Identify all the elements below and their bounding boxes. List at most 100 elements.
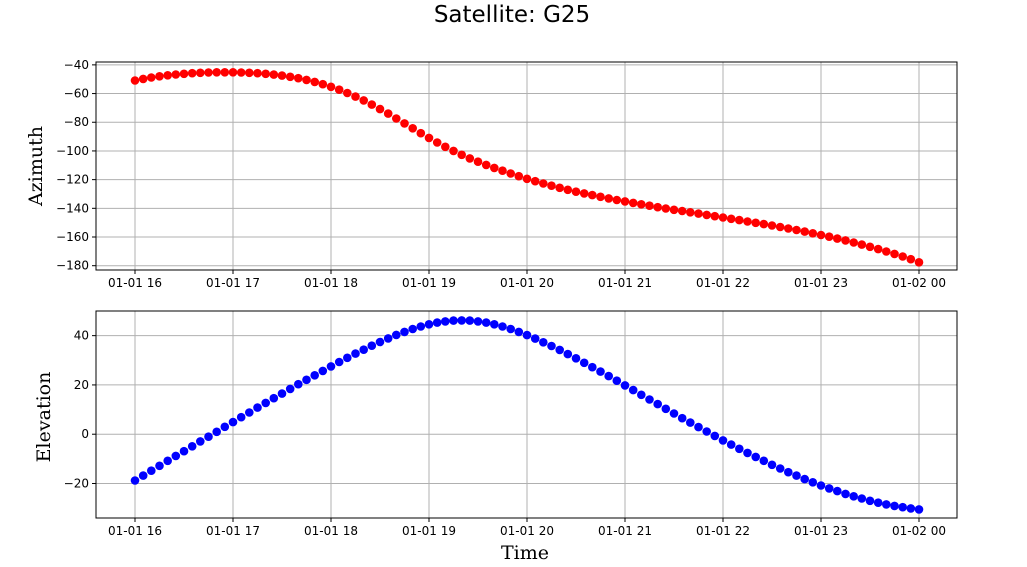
- elevation-data-point: [702, 427, 711, 436]
- azimuth-data-point: [914, 258, 924, 267]
- elevation-data-point: [310, 371, 320, 380]
- elevation-data-point: [873, 498, 883, 508]
- azimuth-data-point: [506, 169, 515, 178]
- azimuth-data-point: [138, 74, 148, 84]
- azimuth-xtick-label: 01-01 23: [794, 276, 848, 290]
- elevation-data-point: [196, 437, 205, 446]
- azimuth-data-point: [596, 192, 605, 202]
- elevation-data-point: [294, 379, 303, 389]
- elevation-data-point: [277, 389, 287, 398]
- azimuth-data-point: [873, 244, 883, 254]
- time-xlabel: Time: [501, 542, 549, 564]
- azimuth-data-point: [579, 189, 589, 198]
- elevation-data-point: [318, 366, 328, 376]
- azimuth-xtick-label: 01-01 17: [206, 276, 260, 290]
- elevation-data-point: [408, 324, 418, 334]
- azimuth-data-point: [588, 190, 597, 200]
- azimuth-data-point: [473, 157, 483, 166]
- azimuth-ytick-label: −140: [56, 201, 89, 215]
- azimuth-data-point: [277, 71, 287, 80]
- azimuth-data-point: [449, 146, 458, 156]
- azimuth-data-point: [245, 68, 254, 78]
- elevation-data-point: [751, 452, 760, 462]
- azimuth-data-point: [800, 227, 809, 236]
- azimuth-data-point: [530, 176, 540, 186]
- elevation-data-point: [302, 375, 311, 385]
- azimuth-data-point: [857, 240, 867, 249]
- azimuth-data-point: [539, 179, 548, 188]
- azimuth-data-point: [269, 70, 279, 79]
- azimuth-data-point: [824, 232, 834, 241]
- elevation-data-point: [571, 354, 581, 363]
- elevation-ytick-label: 20: [74, 378, 89, 392]
- azimuth-ylabel: Azimuth: [25, 126, 47, 207]
- elevation-data-point: [457, 316, 467, 325]
- azimuth-data-point: [326, 82, 336, 92]
- elevation-data-point: [269, 393, 279, 403]
- elevation-data-point: [334, 357, 344, 367]
- elevation-data-point: [775, 464, 785, 473]
- azimuth-data-point: [212, 68, 221, 77]
- elevation-subplot: 01-01 16 01-01 17 01-01 18 01-01 19 01-01 20…: [64, 310, 958, 538]
- elevation-xtick-label: 01-01 22: [696, 524, 750, 538]
- azimuth-data-point: [261, 69, 271, 79]
- elevation-data-point: [465, 316, 475, 325]
- elevation-data-point: [710, 431, 720, 441]
- azimuth-data-point: [571, 187, 581, 196]
- azimuth-data-point: [637, 200, 646, 209]
- azimuth-data-point: [130, 76, 140, 85]
- azimuth-data-point: [359, 96, 369, 105]
- elevation-data-point: [130, 476, 140, 485]
- azimuth-data-point: [792, 225, 801, 235]
- azimuth-data-point: [196, 68, 205, 78]
- elevation-data-point: [743, 448, 752, 458]
- azimuth-xtick-label: 01-01 16: [108, 276, 162, 290]
- elevation-xtick-label: 01-01 23: [794, 524, 848, 538]
- azimuth-data-point: [392, 114, 401, 123]
- elevation-data-point: [784, 467, 793, 477]
- azimuth-data-point: [481, 160, 491, 170]
- azimuth-data-point: [759, 219, 769, 229]
- elevation-xtick-label: 01-01 20: [500, 524, 554, 538]
- azimuth-data-point: [816, 230, 826, 240]
- azimuth-data-point: [735, 215, 744, 225]
- azimuth-data-point: [351, 92, 360, 101]
- elevation-xtick-label: 01-01 16: [108, 524, 162, 538]
- elevation-data-point: [547, 341, 556, 351]
- azimuth-ytick-label: −60: [64, 87, 89, 101]
- elevation-data-point: [808, 478, 818, 487]
- azimuth-xtick-label: 01-01 19: [402, 276, 456, 290]
- elevation-data-point: [367, 341, 377, 351]
- elevation-data-point: [759, 456, 769, 466]
- elevation-data-point: [506, 324, 515, 334]
- azimuth-axes-frame: [95, 61, 958, 271]
- azimuth-data-point: [555, 183, 564, 193]
- elevation-data-point: [285, 384, 295, 394]
- azimuth-data-point: [334, 85, 344, 94]
- elevation-axes-frame: [95, 310, 958, 519]
- elevation-data-point: [914, 505, 924, 514]
- elevation-data-point: [228, 417, 238, 427]
- elevation-data-point: [253, 403, 262, 412]
- azimuth-data-point: [653, 202, 662, 212]
- elevation-data-point: [530, 334, 540, 343]
- elevation-data-point: [261, 398, 271, 408]
- elevation-data-point: [498, 322, 507, 331]
- azimuth-data-point: [179, 69, 189, 79]
- azimuth-data-point: [383, 109, 393, 118]
- azimuth-data-point: [890, 249, 899, 259]
- azimuth-data-point: [710, 211, 720, 221]
- elevation-data-point: [906, 504, 916, 513]
- azimuth-data-point: [310, 77, 320, 87]
- azimuth-data-point: [285, 72, 295, 82]
- azimuth-data-point: [661, 204, 671, 213]
- elevation-data-point: [882, 500, 891, 509]
- elevation-data-point: [351, 349, 360, 358]
- azimuth-xtick-label: 01-01 22: [696, 276, 750, 290]
- azimuth-data-point: [163, 71, 172, 80]
- azimuth-data-point: [318, 79, 328, 89]
- azimuth-data-point: [441, 142, 450, 152]
- azimuth-data-point: [375, 104, 385, 114]
- elevation-data-point: [555, 345, 564, 355]
